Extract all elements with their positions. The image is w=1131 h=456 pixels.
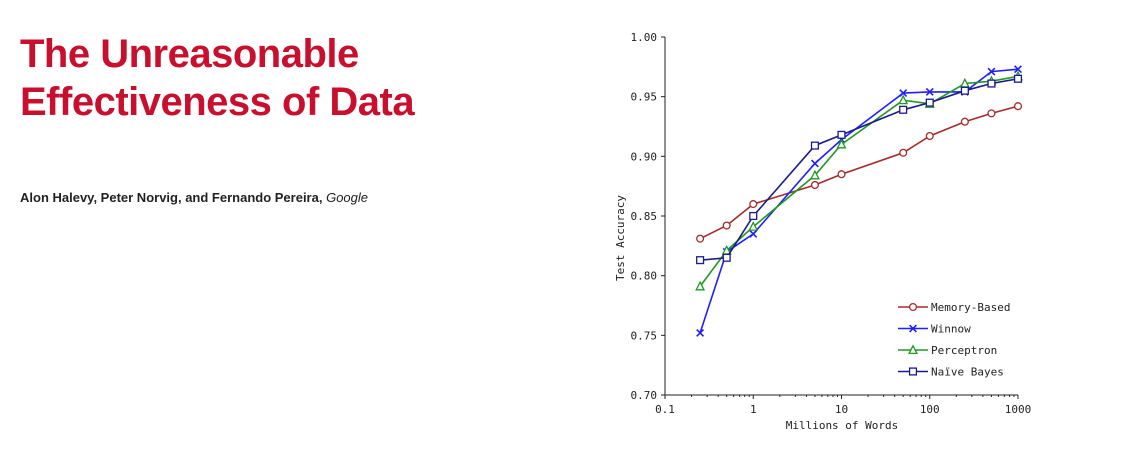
data-point-na-ve-bayes: [899, 105, 908, 114]
title-line-1: The Unreasonable: [20, 32, 359, 76]
data-point-memory-based: [749, 200, 758, 209]
x-tick-label: 1000: [1005, 403, 1032, 416]
data-point-na-ve-bayes: [837, 130, 846, 139]
data-point-memory-based: [837, 170, 846, 179]
y-axis-label: Test Accuracy: [614, 195, 627, 281]
data-point-na-ve-bayes: [722, 253, 731, 262]
data-point-perceptron: [748, 221, 759, 231]
data-point-memory-based: [925, 131, 934, 141]
legend-marker-memory-based: [908, 302, 918, 312]
data-point-winnow: [696, 328, 705, 337]
legend-label-perceptron: Perceptron: [931, 344, 997, 357]
data-point-perceptron: [695, 280, 706, 291]
legend-label-na-ve-bayes: Naïve Bayes: [931, 366, 1004, 379]
series-winnow: [696, 65, 1022, 337]
data-point-na-ve-bayes: [960, 86, 969, 95]
y-tick-label: 1.00: [631, 31, 658, 44]
legend-marker-winnow: [909, 324, 917, 333]
x-tick-label: 1: [750, 403, 757, 416]
series-perceptron: [695, 70, 1023, 291]
x-tick-label: 100: [920, 403, 940, 416]
article-title: The Unreasonable Effectiveness of Data: [20, 30, 415, 126]
legend-label-memory-based: Memory-Based: [931, 301, 1010, 314]
y-tick-label: 0.85: [631, 210, 658, 223]
data-point-memory-based: [987, 109, 996, 118]
data-point-winnow: [925, 87, 934, 96]
data-point-winnow: [810, 159, 819, 168]
data-point-perceptron: [836, 138, 847, 149]
y-tick-label: 0.70: [631, 389, 658, 402]
data-point-memory-based: [960, 117, 969, 126]
title-line-2: Effectiveness of Data: [20, 80, 415, 124]
chart-series: [695, 65, 1023, 337]
series-line-memory-based: [699, 105, 1019, 240]
data-point-na-ve-bayes: [1013, 74, 1023, 83]
y-tick-label: 0.80: [631, 270, 658, 283]
data-point-memory-based: [696, 234, 705, 243]
author-affiliation: Google: [326, 190, 369, 205]
y-tick-label: 0.90: [631, 150, 658, 163]
author-names: Alon Halevy, Peter Norvig, and Fernando …: [20, 190, 323, 205]
chart-axes: 0.70 0.75 0.80 0.85 0.90 0.95 1.00 0.1 1 10 100 100…: [631, 31, 1032, 416]
y-tick-label: 0.75: [631, 329, 658, 342]
data-point-winnow: [1014, 65, 1022, 74]
series-memory-based: [696, 102, 1023, 243]
y-tick-label: 0.95: [631, 91, 658, 104]
legend-marker-na-ve-bayes: [908, 367, 918, 376]
data-point-memory-based: [810, 180, 819, 190]
x-tick-label: 0.1: [655, 403, 675, 416]
chart-legend: Memory-Based Winnow Perceptron Naïve Bayes: [898, 301, 1010, 379]
author-line: Alon Halevy, Peter Norvig, and Fernando …: [20, 190, 368, 205]
accuracy-line-chart: 0.70 0.75 0.80 0.85 0.90 0.95 1.00 0.1 1 10 100 100…: [614, 31, 1032, 432]
data-point-perceptron: [898, 94, 909, 105]
data-point-winnow: [899, 89, 908, 98]
data-point-na-ve-bayes: [810, 141, 819, 150]
data-point-perceptron: [809, 169, 820, 180]
legend-label-winnow: Winnow: [931, 323, 971, 336]
legend-marker-perceptron: [908, 344, 918, 355]
series-na-ve-bayes: [696, 74, 1023, 265]
series-line-na-ve-bayes: [700, 78, 1019, 261]
data-point-na-ve-bayes: [925, 98, 934, 107]
data-point-winnow: [749, 229, 758, 238]
x-axis-label: Millions of Words: [786, 419, 899, 432]
series-line-winnow: [699, 68, 1019, 334]
data-point-na-ve-bayes: [749, 211, 758, 221]
data-point-na-ve-bayes: [696, 256, 705, 265]
x-tick-label: 10: [835, 403, 848, 416]
data-point-winnow: [987, 67, 996, 76]
data-point-memory-based: [722, 221, 731, 230]
series-line-perceptron: [699, 75, 1019, 287]
data-point-memory-based: [1013, 102, 1023, 111]
data-point-na-ve-bayes: [987, 79, 996, 88]
data-point-memory-based: [899, 148, 908, 157]
